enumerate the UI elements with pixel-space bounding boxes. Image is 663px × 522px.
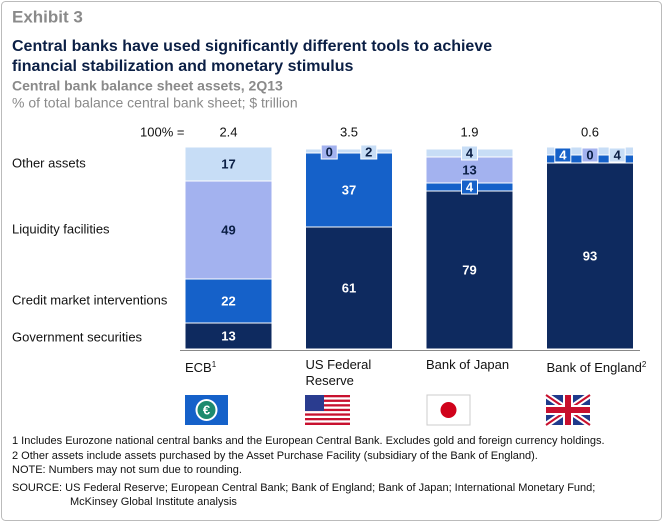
value-label: 0 xyxy=(326,144,333,159)
bar-segment xyxy=(305,226,393,350)
value-label: 2 xyxy=(365,144,372,159)
title: Central banks have used significantly di… xyxy=(12,38,492,55)
category-label: US Federal Reserve xyxy=(306,357,386,389)
bar-segment xyxy=(184,180,273,280)
label-box xyxy=(320,144,338,160)
value-label: 4 xyxy=(559,147,567,162)
exhibit: Exhibit 3 xyxy=(12,7,83,26)
value-label: 0 xyxy=(586,147,593,162)
total-label: 3.5 xyxy=(340,124,358,139)
units: % of total balance central bank sheet; $… xyxy=(12,95,298,111)
category-name: US Federal Reserve xyxy=(305,357,372,388)
total-label: 2.4 xyxy=(219,124,237,139)
flag-japan xyxy=(426,394,471,426)
bar-segment xyxy=(305,148,393,154)
subtitle: Central bank balance sheet assets, 2Q13 xyxy=(12,78,283,94)
bar-segment xyxy=(546,162,634,350)
footnote-marker: 1 xyxy=(211,360,217,369)
value-label: 49 xyxy=(221,222,235,237)
label-box xyxy=(360,144,378,160)
category-label: Bank of England2 xyxy=(547,357,657,376)
value-label: 93 xyxy=(583,248,597,263)
bar-segment xyxy=(425,190,514,350)
bar-segment xyxy=(184,322,273,350)
flag-us xyxy=(305,395,350,425)
svg-text:€: € xyxy=(203,402,210,417)
category-label: ECB1 xyxy=(185,357,295,376)
label-box xyxy=(461,145,478,161)
footnote: 1 Includes Eurozone national central ban… xyxy=(12,435,605,447)
legend-label: Liquidity facilities xyxy=(12,221,110,236)
legend-label: Other assets xyxy=(12,155,86,170)
value-label: 4 xyxy=(466,179,474,194)
label-box xyxy=(581,147,599,163)
value-label: 79 xyxy=(462,262,476,277)
total-label: 0.6 xyxy=(581,124,599,139)
legend-label: Government securities xyxy=(12,329,143,344)
category-name: Bank of England xyxy=(546,360,642,375)
footnote-marker: 2 xyxy=(641,360,647,369)
value-label: 22 xyxy=(221,293,235,308)
value-label: 13 xyxy=(462,162,476,177)
value-label: 37 xyxy=(342,182,356,197)
value-label: 17 xyxy=(221,156,235,171)
value-label: 13 xyxy=(221,328,235,343)
label-box xyxy=(608,147,626,163)
footnote: NOTE: Numbers may not sum due to roundin… xyxy=(12,464,242,476)
category-label: Bank of Japan xyxy=(426,357,536,373)
totals-label: 100% = xyxy=(140,124,184,139)
footnote: 2 Other assets include assets purchased … xyxy=(12,450,538,462)
bar-segment xyxy=(184,146,273,182)
legend-label: Credit market interventions xyxy=(12,292,168,307)
value-label: 4 xyxy=(466,145,474,160)
source: SOURCE: US Federal Reserve; European Cen… xyxy=(12,482,595,494)
category-name: Bank of Japan xyxy=(426,357,510,372)
flag-uk xyxy=(544,392,592,428)
bar-segment xyxy=(184,278,273,324)
title: financial stabilization and monetary sti… xyxy=(12,58,354,75)
value-label: 4 xyxy=(614,147,622,162)
value-label: 61 xyxy=(342,280,356,295)
label-box xyxy=(461,179,478,195)
flag-eu: € xyxy=(185,395,228,425)
source: McKinsey Global Institute analysis xyxy=(70,496,237,508)
category-name: ECB xyxy=(185,360,212,375)
total-label: 1.9 xyxy=(460,124,478,139)
label-box xyxy=(554,147,572,163)
